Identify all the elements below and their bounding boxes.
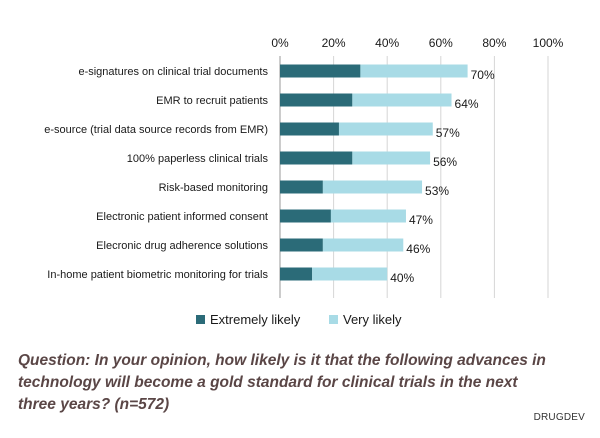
x-tick-label: 20% (322, 36, 346, 50)
legend-swatch-very-likely (329, 315, 338, 324)
bar-very-likely (312, 267, 388, 281)
x-tick-label: 40% (375, 36, 399, 50)
question-line: Question: In your opinion, how likely is… (18, 352, 546, 369)
total-data-label: 56% (433, 155, 457, 169)
legend-label: Very likely (343, 312, 402, 327)
category-label: In-home patient biometric monitoring for… (47, 269, 268, 281)
total-data-label: 57% (436, 126, 460, 140)
x-tick-label: 100% (533, 36, 564, 50)
bar-very-likely (352, 93, 452, 107)
total-data-label: 47% (409, 213, 433, 227)
x-tick-label: 0% (271, 36, 289, 50)
bar-very-likely (338, 122, 433, 136)
bar-extremely-likely (280, 151, 353, 165)
total-data-label: 70% (471, 68, 495, 82)
chart-grid (279, 56, 549, 298)
bar-very-likely (330, 209, 406, 223)
category-label: e-signatures on clinical trial documents (78, 66, 268, 78)
legend-swatch-extremely-likely (196, 315, 205, 324)
bar-extremely-likely (280, 93, 353, 107)
bar-extremely-likely (280, 180, 323, 194)
category-label: Electronic patient informed consent (96, 211, 268, 223)
x-tick-label: 80% (482, 36, 506, 50)
bar-very-likely (360, 64, 468, 78)
category-label: e-source (trial data source records from… (44, 124, 268, 136)
total-data-label: 46% (406, 242, 430, 256)
legend-label: Extremely likely (210, 312, 301, 327)
total-data-label: 40% (390, 271, 414, 285)
x-axis-ticks: 0% 20% 40% 60% 80% 100% (271, 36, 563, 50)
bar-extremely-likely (280, 238, 323, 252)
chart-legend: Extremely likely Very likely (196, 312, 402, 327)
bar-very-likely (322, 238, 404, 252)
category-label: Risk-based monitoring (159, 182, 268, 194)
question-text: Question: In your opinion, how likely is… (18, 350, 588, 416)
question-line: technology will become a gold standard f… (18, 374, 518, 391)
bar-extremely-likely (280, 64, 361, 78)
stacked-bar-chart: 0% 20% 40% 60% 80% 100% e-signatures on clini… (44, 36, 563, 327)
bar-extremely-likely (280, 267, 313, 281)
category-labels: e-signatures on clinical trial documents… (44, 66, 268, 281)
data-labels: 70% 64% 57% 56% 53% 47% 46% 40% (390, 68, 495, 285)
chart-bars (280, 64, 468, 281)
category-label: Elecronic drug adherence solutions (96, 240, 268, 252)
bar-extremely-likely (280, 122, 339, 136)
x-tick-label: 60% (429, 36, 453, 50)
bar-very-likely (322, 180, 423, 194)
category-label: EMR to recruit patients (156, 95, 268, 107)
source-credit: DRUGDEV (533, 412, 585, 423)
question-line: three years? (n=572) (18, 396, 170, 413)
category-label: 100% paperless clinical trials (127, 153, 269, 165)
bar-extremely-likely (280, 209, 331, 223)
total-data-label: 64% (455, 97, 479, 111)
bar-very-likely (352, 151, 431, 165)
total-data-label: 53% (425, 184, 449, 198)
